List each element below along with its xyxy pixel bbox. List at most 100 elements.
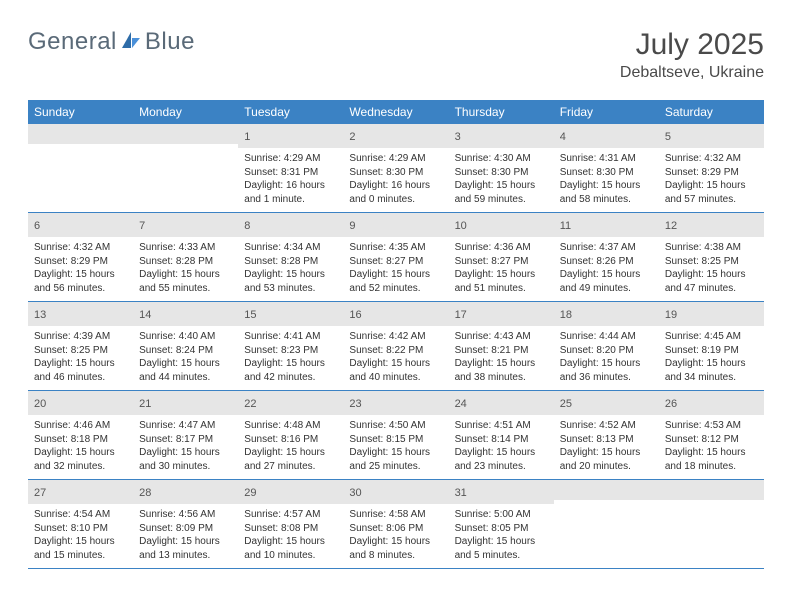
daylight-line-1: Daylight: 15 hours xyxy=(349,357,442,371)
day-number-row: 15 xyxy=(238,302,343,326)
day-header: Saturday xyxy=(659,100,764,124)
day-cell-body: Sunrise: 4:47 AMSunset: 8:17 PMDaylight:… xyxy=(133,415,238,479)
day-number-row: 8 xyxy=(238,213,343,237)
daylight-line-2: and 58 minutes. xyxy=(560,193,653,207)
day-cell-body: Sunrise: 4:32 AMSunset: 8:29 PMDaylight:… xyxy=(659,148,764,212)
location-label: Debaltseve, Ukraine xyxy=(620,64,764,82)
day-cell-body: Sunrise: 4:38 AMSunset: 8:25 PMDaylight:… xyxy=(659,237,764,301)
daylight-line-1: Daylight: 15 hours xyxy=(665,357,758,371)
sunrise-line: Sunrise: 4:29 AM xyxy=(349,152,442,166)
day-cell-body xyxy=(133,144,238,204)
day-cell-body: Sunrise: 4:40 AMSunset: 8:24 PMDaylight:… xyxy=(133,326,238,390)
week-row: 6Sunrise: 4:32 AMSunset: 8:29 PMDaylight… xyxy=(28,213,764,302)
day-number: 20 xyxy=(34,398,46,410)
day-cell-body: Sunrise: 4:43 AMSunset: 8:21 PMDaylight:… xyxy=(449,326,554,390)
calendar-grid: SundayMondayTuesdayWednesdayThursdayFrid… xyxy=(28,100,764,569)
day-number: 3 xyxy=(455,131,461,143)
daylight-line-2: and 8 minutes. xyxy=(349,549,442,563)
sunrise-line: Sunrise: 4:46 AM xyxy=(34,419,127,433)
day-cell-body: Sunrise: 4:39 AMSunset: 8:25 PMDaylight:… xyxy=(28,326,133,390)
brand-logo: General Blue xyxy=(28,28,195,56)
day-number-row: 3 xyxy=(449,124,554,148)
daylight-line-1: Daylight: 15 hours xyxy=(560,357,653,371)
day-number: 15 xyxy=(244,309,256,321)
sunrise-line: Sunrise: 4:43 AM xyxy=(455,330,548,344)
day-number-row: 27 xyxy=(28,480,133,504)
sunset-line: Sunset: 8:29 PM xyxy=(34,255,127,269)
day-cell: 5Sunrise: 4:32 AMSunset: 8:29 PMDaylight… xyxy=(659,124,764,212)
day-number-row: 30 xyxy=(343,480,448,504)
sunrise-line: Sunrise: 4:41 AM xyxy=(244,330,337,344)
day-cell-body: Sunrise: 4:46 AMSunset: 8:18 PMDaylight:… xyxy=(28,415,133,479)
day-number: 17 xyxy=(455,309,467,321)
sunset-line: Sunset: 8:20 PM xyxy=(560,344,653,358)
sunset-line: Sunset: 8:13 PM xyxy=(560,433,653,447)
day-cell: 23Sunrise: 4:50 AMSunset: 8:15 PMDayligh… xyxy=(343,391,448,479)
daylight-line-1: Daylight: 15 hours xyxy=(560,446,653,460)
day-cell: 25Sunrise: 4:52 AMSunset: 8:13 PMDayligh… xyxy=(554,391,659,479)
day-number: 9 xyxy=(349,220,355,232)
sunset-line: Sunset: 8:29 PM xyxy=(665,166,758,180)
day-number-row: 6 xyxy=(28,213,133,237)
day-number-row: 10 xyxy=(449,213,554,237)
sunset-line: Sunset: 8:30 PM xyxy=(560,166,653,180)
daylight-line-2: and 32 minutes. xyxy=(34,460,127,474)
daylight-line-1: Daylight: 15 hours xyxy=(139,357,232,371)
day-cell: 11Sunrise: 4:37 AMSunset: 8:26 PMDayligh… xyxy=(554,213,659,301)
sunset-line: Sunset: 8:27 PM xyxy=(455,255,548,269)
sunset-line: Sunset: 8:27 PM xyxy=(349,255,442,269)
day-cell: 29Sunrise: 4:57 AMSunset: 8:08 PMDayligh… xyxy=(238,480,343,568)
daylight-line-2: and 20 minutes. xyxy=(560,460,653,474)
title-block: July 2025 Debaltseve, Ukraine xyxy=(620,28,764,82)
day-cell: 6Sunrise: 4:32 AMSunset: 8:29 PMDaylight… xyxy=(28,213,133,301)
day-cell: 13Sunrise: 4:39 AMSunset: 8:25 PMDayligh… xyxy=(28,302,133,390)
day-number-row: 28 xyxy=(133,480,238,504)
day-number-row: 16 xyxy=(343,302,448,326)
sunrise-line: Sunrise: 4:48 AM xyxy=(244,419,337,433)
day-number: 11 xyxy=(560,220,571,232)
day-number: 6 xyxy=(34,220,40,232)
day-cell-body: Sunrise: 4:35 AMSunset: 8:27 PMDaylight:… xyxy=(343,237,448,301)
day-number-row: 17 xyxy=(449,302,554,326)
day-cell: 4Sunrise: 4:31 AMSunset: 8:30 PMDaylight… xyxy=(554,124,659,212)
day-number: 16 xyxy=(349,309,361,321)
sunrise-line: Sunrise: 4:34 AM xyxy=(244,241,337,255)
sunset-line: Sunset: 8:14 PM xyxy=(455,433,548,447)
sunrise-line: Sunrise: 4:36 AM xyxy=(455,241,548,255)
day-cell: 15Sunrise: 4:41 AMSunset: 8:23 PMDayligh… xyxy=(238,302,343,390)
daylight-line-2: and 42 minutes. xyxy=(244,371,337,385)
sunrise-line: Sunrise: 4:37 AM xyxy=(560,241,653,255)
day-cell: 28Sunrise: 4:56 AMSunset: 8:09 PMDayligh… xyxy=(133,480,238,568)
daylight-line-1: Daylight: 15 hours xyxy=(665,268,758,282)
sunrise-line: Sunrise: 4:40 AM xyxy=(139,330,232,344)
daylight-line-2: and 23 minutes. xyxy=(455,460,548,474)
sunrise-line: Sunrise: 5:00 AM xyxy=(455,508,548,522)
day-cell-body xyxy=(659,500,764,560)
daylight-line-2: and 30 minutes. xyxy=(139,460,232,474)
sunrise-line: Sunrise: 4:35 AM xyxy=(349,241,442,255)
day-number: 28 xyxy=(139,487,151,499)
day-cell-body: Sunrise: 4:33 AMSunset: 8:28 PMDaylight:… xyxy=(133,237,238,301)
day-cell: 30Sunrise: 4:58 AMSunset: 8:06 PMDayligh… xyxy=(343,480,448,568)
sunrise-line: Sunrise: 4:54 AM xyxy=(34,508,127,522)
daylight-line-1: Daylight: 15 hours xyxy=(455,446,548,460)
daylight-line-2: and 13 minutes. xyxy=(139,549,232,563)
day-cell: 3Sunrise: 4:30 AMSunset: 8:30 PMDaylight… xyxy=(449,124,554,212)
calendar-page: General Blue July 2025 Debaltseve, Ukrai… xyxy=(0,0,792,589)
daylight-line-2: and 49 minutes. xyxy=(560,282,653,296)
day-number-row: 18 xyxy=(554,302,659,326)
day-number-row: 25 xyxy=(554,391,659,415)
daylight-line-1: Daylight: 15 hours xyxy=(34,268,127,282)
day-number: 22 xyxy=(244,398,256,410)
sunrise-line: Sunrise: 4:29 AM xyxy=(244,152,337,166)
day-cell-body: Sunrise: 4:54 AMSunset: 8:10 PMDaylight:… xyxy=(28,504,133,568)
day-cell-body: Sunrise: 4:36 AMSunset: 8:27 PMDaylight:… xyxy=(449,237,554,301)
day-cell-body: Sunrise: 4:45 AMSunset: 8:19 PMDaylight:… xyxy=(659,326,764,390)
day-cell-body: Sunrise: 5:00 AMSunset: 8:05 PMDaylight:… xyxy=(449,504,554,568)
day-number-row: 4 xyxy=(554,124,659,148)
sunrise-line: Sunrise: 4:53 AM xyxy=(665,419,758,433)
sunrise-line: Sunrise: 4:45 AM xyxy=(665,330,758,344)
day-cell: 31Sunrise: 5:00 AMSunset: 8:05 PMDayligh… xyxy=(449,480,554,568)
day-number-row: 14 xyxy=(133,302,238,326)
day-header-row: SundayMondayTuesdayWednesdayThursdayFrid… xyxy=(28,100,764,124)
